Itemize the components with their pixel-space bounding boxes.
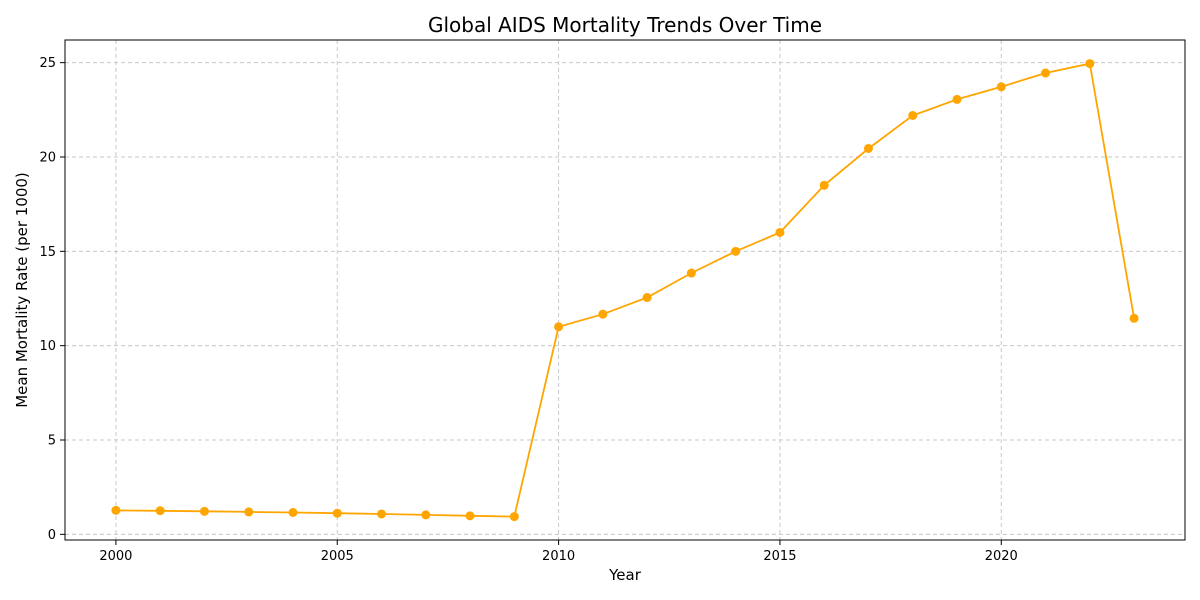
y-tick-label: 25 (39, 56, 56, 71)
data-point (819, 180, 829, 190)
y-tick-label: 15 (39, 245, 56, 260)
data-point (199, 506, 209, 516)
x-tick-label: 2005 (321, 549, 354, 564)
axis-ticks: 2000 2005 2010 2015 2020 0 5 10 15 20 25 (39, 56, 1017, 564)
series-line (115, 62, 1135, 518)
y-tick-label: 5 (48, 434, 56, 449)
x-axis-title: Year (608, 566, 642, 584)
data-point (288, 507, 298, 517)
y-tick-label: 0 (48, 528, 56, 543)
data-point (863, 143, 873, 153)
y-tick-label: 10 (39, 339, 56, 354)
data-point (244, 507, 254, 517)
data-point (465, 511, 475, 521)
data-point (952, 94, 962, 104)
data-point (1085, 59, 1095, 69)
y-tick-label: 20 (39, 150, 56, 165)
data-point (775, 227, 785, 237)
chart-title: Global AIDS Mortality Trends Over Time (428, 13, 822, 37)
data-point (332, 508, 342, 518)
data-point (731, 246, 741, 256)
x-tick-label: 2000 (99, 549, 132, 564)
data-point (155, 506, 165, 516)
x-tick-label: 2015 (763, 549, 796, 564)
data-point (554, 322, 564, 332)
x-tick-label: 2010 (542, 549, 575, 564)
data-point (642, 293, 652, 303)
data-point (686, 268, 696, 278)
data-point (598, 309, 608, 319)
x-tick-label: 2020 (985, 549, 1018, 564)
data-point (377, 509, 387, 519)
data-point (421, 510, 431, 520)
grid-lines (65, 40, 1185, 540)
data-point (111, 505, 121, 515)
data-point (1129, 313, 1139, 323)
plot-frame (64, 39, 1186, 541)
y-axis-title: Mean Mortality Rate (per 1000) (13, 172, 31, 408)
data-point (908, 110, 918, 120)
data-point (1041, 68, 1051, 78)
data-point (996, 82, 1006, 92)
data-point (509, 512, 519, 522)
series-layer (111, 59, 1139, 522)
